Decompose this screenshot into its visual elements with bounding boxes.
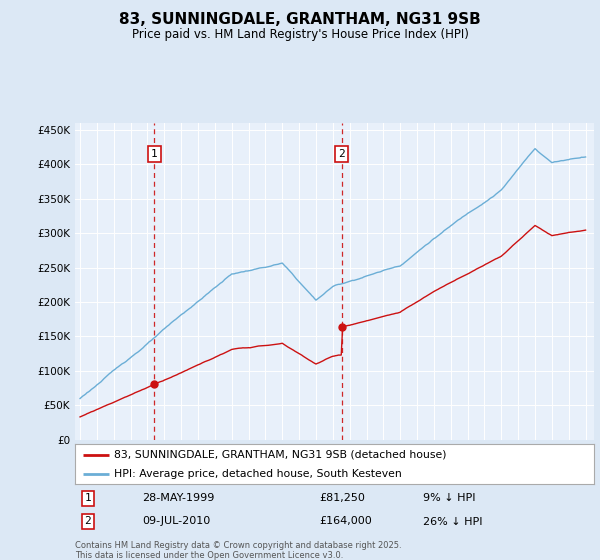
- Text: £81,250: £81,250: [319, 493, 365, 503]
- Text: 83, SUNNINGDALE, GRANTHAM, NG31 9SB (detached house): 83, SUNNINGDALE, GRANTHAM, NG31 9SB (det…: [114, 450, 446, 460]
- Text: £164,000: £164,000: [319, 516, 371, 526]
- Text: HPI: Average price, detached house, South Kesteven: HPI: Average price, detached house, Sout…: [114, 469, 401, 479]
- Text: 9% ↓ HPI: 9% ↓ HPI: [423, 493, 475, 503]
- Text: 2: 2: [85, 516, 91, 526]
- Text: 83, SUNNINGDALE, GRANTHAM, NG31 9SB: 83, SUNNINGDALE, GRANTHAM, NG31 9SB: [119, 12, 481, 27]
- Text: 1: 1: [151, 149, 158, 159]
- Text: 26% ↓ HPI: 26% ↓ HPI: [423, 516, 482, 526]
- Text: 09-JUL-2010: 09-JUL-2010: [142, 516, 211, 526]
- Text: 2: 2: [338, 149, 345, 159]
- Text: Price paid vs. HM Land Registry's House Price Index (HPI): Price paid vs. HM Land Registry's House …: [131, 28, 469, 41]
- Text: 1: 1: [85, 493, 91, 503]
- Text: Contains HM Land Registry data © Crown copyright and database right 2025.
This d: Contains HM Land Registry data © Crown c…: [75, 541, 401, 560]
- Text: 28-MAY-1999: 28-MAY-1999: [142, 493, 215, 503]
